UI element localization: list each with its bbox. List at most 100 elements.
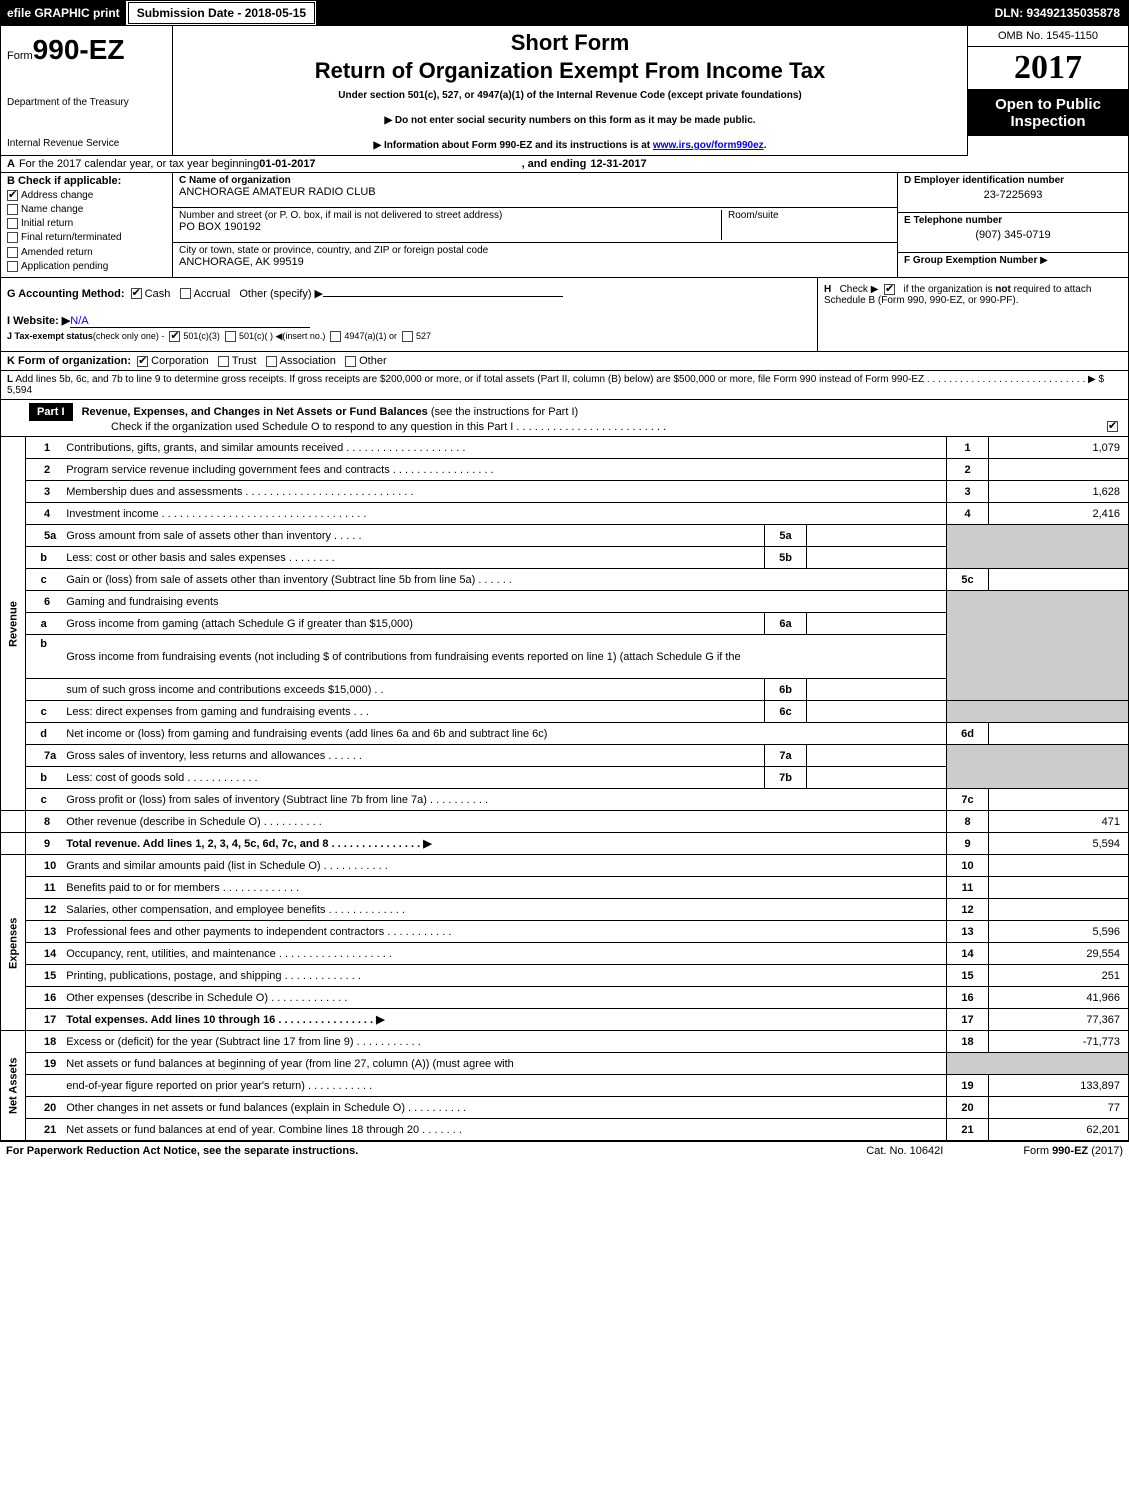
checkbox-icon bbox=[7, 261, 18, 272]
efile-print-button[interactable]: efile GRAPHIC print bbox=[1, 1, 127, 25]
tax-exempt-label: J Tax-exempt status bbox=[7, 331, 93, 341]
chk-accrual[interactable] bbox=[180, 288, 191, 299]
chk-501c3[interactable] bbox=[169, 331, 180, 342]
row-l-dots: . . . . . . . . . . . . . . . . . . . . … bbox=[927, 374, 1099, 385]
table-row: 11Benefits paid to or for members . . . … bbox=[1, 877, 1129, 899]
checkbox-icon bbox=[7, 218, 18, 229]
row-k: K Form of organization: Corporation Trus… bbox=[0, 352, 1129, 371]
chk-schedule-o[interactable] bbox=[1107, 421, 1118, 432]
table-row: cLess: direct expenses from gaming and f… bbox=[1, 701, 1129, 723]
part-1-dots: . . . . . . . . . . . . . . . . . . . . … bbox=[516, 421, 666, 433]
chk-other-org[interactable] bbox=[345, 356, 356, 367]
table-row: 2Program service revenue including gover… bbox=[1, 459, 1129, 481]
line-desc: Contributions, gifts, grants, and simila… bbox=[61, 437, 946, 459]
form-footer: Form 990-EZ (2017) bbox=[1023, 1145, 1123, 1157]
opt-accrual: Accrual bbox=[194, 288, 231, 300]
table-row: Net Assets 18Excess or (deficit) for the… bbox=[1, 1031, 1129, 1053]
table-row: Revenue 1Contributions, gifts, grants, a… bbox=[1, 437, 1129, 459]
label-b: B bbox=[7, 175, 15, 187]
col-c: C Name of organization ANCHORAGE AMATEUR… bbox=[173, 173, 898, 277]
arrow-icon: ▶ bbox=[1040, 255, 1048, 266]
table-row: end-of-year figure reported on prior yea… bbox=[1, 1075, 1129, 1097]
row-a-text1: For the 2017 calendar year, or tax year … bbox=[19, 158, 259, 170]
chk-association[interactable] bbox=[266, 356, 277, 367]
chk-cash[interactable] bbox=[131, 288, 142, 299]
ein-value: 23-7225693 bbox=[904, 189, 1122, 201]
opt-other-org: Other bbox=[359, 355, 387, 367]
title-cell: Short Form Return of Organization Exempt… bbox=[173, 26, 968, 155]
h-text1: Check ▶ bbox=[840, 284, 879, 295]
notice-info-pre: ▶ Information about Form 990-EZ and its … bbox=[374, 140, 653, 151]
checkbox-icon bbox=[7, 247, 18, 258]
chk-application-pending[interactable]: Application pending bbox=[7, 261, 166, 272]
table-row: cGross profit or (loss) from sales of in… bbox=[1, 789, 1129, 811]
dept-treasury: Department of the Treasury bbox=[7, 97, 166, 108]
opt-501c3: 501(c)(3) bbox=[183, 331, 220, 341]
table-row: 3Membership dues and assessments . . . .… bbox=[1, 481, 1129, 503]
table-row: 8Other revenue (describe in Schedule O) … bbox=[1, 811, 1129, 833]
table-row: Expenses 10Grants and similar amounts pa… bbox=[1, 855, 1129, 877]
ein-label: D Employer identification number bbox=[904, 175, 1064, 186]
top-bar: efile GRAPHIC print Submission Date - 20… bbox=[0, 0, 1129, 26]
part-1-title: Revenue, Expenses, and Changes in Net As… bbox=[82, 406, 431, 418]
opt-501c: 501(c)( ) ◀(insert no.) bbox=[239, 331, 325, 341]
opt-other: Other (specify) ▶ bbox=[239, 288, 323, 300]
table-row: 20Other changes in net assets or fund ba… bbox=[1, 1097, 1129, 1119]
h-not: not bbox=[995, 284, 1011, 295]
row-a: A For the 2017 calendar year, or tax yea… bbox=[0, 156, 1129, 173]
col-h: H Check ▶ if the organization is not req… bbox=[818, 278, 1128, 351]
table-row: 16Other expenses (describe in Schedule O… bbox=[1, 987, 1129, 1009]
tax-year-begin: 01-01-2017 bbox=[259, 158, 315, 170]
tax-exempt-note: (check only one) - bbox=[93, 331, 165, 341]
col-g: G Accounting Method: Cash Accrual Other … bbox=[1, 278, 818, 351]
expenses-side-label: Expenses bbox=[1, 855, 26, 1031]
chk-initial-return[interactable]: Initial return bbox=[7, 218, 166, 229]
form-number: 990-EZ bbox=[33, 34, 125, 66]
form-number-cell: Form 990-EZ Department of the Treasury I… bbox=[1, 26, 173, 156]
chk-schedule-b[interactable] bbox=[884, 284, 895, 295]
other-specify-input[interactable] bbox=[323, 296, 563, 297]
chk-501c[interactable] bbox=[225, 331, 236, 342]
addr-value: PO BOX 190192 bbox=[179, 221, 502, 233]
table-row: 13Professional fees and other payments t… bbox=[1, 921, 1129, 943]
paperwork-notice: For Paperwork Reduction Act Notice, see … bbox=[6, 1145, 358, 1157]
catalog-number: Cat. No. 10642I bbox=[866, 1145, 943, 1157]
table-row: 7aGross sales of inventory, less returns… bbox=[1, 745, 1129, 767]
row-l: L Add lines 5b, 6c, and 7b to line 9 to … bbox=[0, 371, 1129, 400]
phone-label: E Telephone number bbox=[904, 215, 1002, 226]
chk-527[interactable] bbox=[402, 331, 413, 342]
table-row: 5aGross amount from sale of assets other… bbox=[1, 525, 1129, 547]
part-1-badge: Part I bbox=[29, 403, 73, 421]
table-row: 4Investment income . . . . . . . . . . .… bbox=[1, 503, 1129, 525]
irs-link[interactable]: www.irs.gov/form990ez bbox=[653, 140, 764, 151]
col-b: B Check if applicable: Address change Na… bbox=[1, 173, 173, 277]
subtitle: Under section 501(c), 527, or 4947(a)(1)… bbox=[181, 90, 959, 101]
chk-amended-return[interactable]: Amended return bbox=[7, 247, 166, 258]
opt-527: 527 bbox=[416, 331, 431, 341]
footer: For Paperwork Reduction Act Notice, see … bbox=[0, 1141, 1129, 1160]
part-1-header: Part I Revenue, Expenses, and Changes in… bbox=[0, 400, 1129, 437]
submission-date: Submission Date - 2018-05-15 bbox=[128, 2, 315, 24]
checkbox-icon bbox=[7, 190, 18, 201]
col-de: D Employer identification number 23-7225… bbox=[898, 173, 1128, 277]
chk-trust[interactable] bbox=[218, 356, 229, 367]
chk-4947[interactable] bbox=[330, 331, 341, 342]
table-row: 21Net assets or fund balances at end of … bbox=[1, 1119, 1129, 1141]
line-num: 1 bbox=[26, 437, 62, 459]
lines-table: Revenue 1Contributions, gifts, grants, a… bbox=[0, 437, 1129, 1142]
chk-address-change[interactable]: Address change bbox=[7, 190, 166, 201]
website-label: I Website: ▶ bbox=[7, 315, 70, 327]
website-value: N/A bbox=[70, 315, 310, 328]
notice-info-post: . bbox=[764, 140, 767, 151]
dln-label: DLN: 93492135035878 bbox=[987, 1, 1128, 25]
label-h: H bbox=[824, 284, 831, 295]
dept-irs: Internal Revenue Service bbox=[7, 138, 166, 149]
org-name-value: ANCHORAGE AMATEUR RADIO CLUB bbox=[179, 186, 376, 198]
row-a-mid: , and ending bbox=[522, 158, 587, 170]
box-num: 1 bbox=[947, 437, 989, 459]
chk-final-return[interactable]: Final return/terminated bbox=[7, 232, 166, 243]
chk-name-change[interactable]: Name change bbox=[7, 204, 166, 215]
notice-info: ▶ Information about Form 990-EZ and its … bbox=[181, 140, 959, 151]
label-l: L bbox=[7, 374, 13, 385]
chk-corporation[interactable] bbox=[137, 356, 148, 367]
